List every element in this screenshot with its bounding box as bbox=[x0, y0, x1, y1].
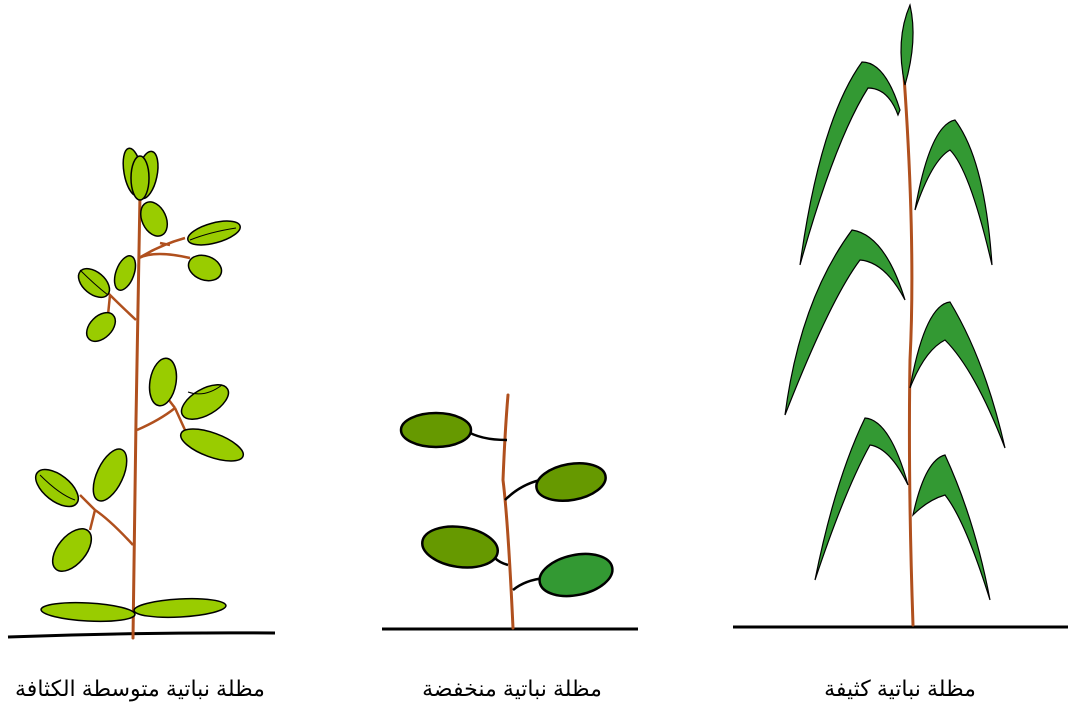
dense-plant bbox=[785, 5, 1005, 625]
ground-line bbox=[8, 633, 275, 637]
diagram: مظلة نباتية متوسطة الكثافة مظلة نباتية م… bbox=[0, 0, 1071, 724]
low-plant bbox=[401, 395, 616, 628]
illustration bbox=[0, 0, 1071, 724]
caption: مظلة نباتية كثيفة bbox=[750, 676, 1050, 702]
caption: مظلة نباتية متوسطة الكثافة bbox=[0, 676, 290, 702]
medium-plant bbox=[29, 147, 247, 638]
caption: مظلة نباتية منخفضة bbox=[362, 676, 662, 702]
